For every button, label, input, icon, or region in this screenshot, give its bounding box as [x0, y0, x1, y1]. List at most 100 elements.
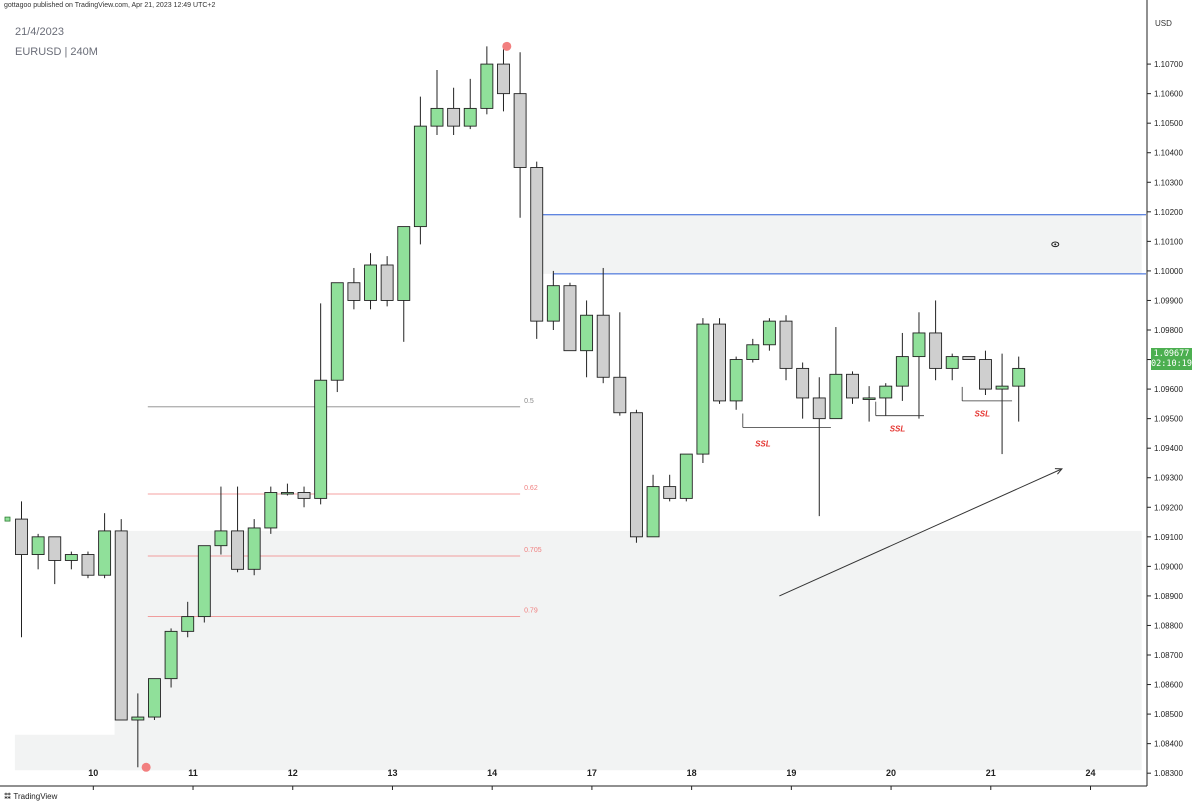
price-tick-label: 1.09200	[1154, 503, 1183, 512]
candle-body	[397, 226, 411, 301]
last-price: 1.09677	[1153, 349, 1190, 359]
candle-body	[995, 385, 1009, 390]
price-tick-label: 1.09400	[1154, 444, 1183, 453]
candle-body	[746, 344, 760, 360]
candle-body	[463, 107, 477, 127]
publisher-line: gottagoo published on TradingView.com, A…	[4, 2, 216, 9]
candle-body	[1012, 367, 1026, 387]
fib-level-label: 0.5	[524, 398, 534, 405]
candle-body	[413, 125, 427, 228]
price-tick-label: 1.08400	[1154, 740, 1183, 749]
price-tick-label: 1.08300	[1154, 769, 1183, 778]
time-tick-label: 19	[786, 768, 796, 778]
tradingview-logo-icon: ⁑⁑	[4, 792, 11, 801]
candle-body	[181, 616, 195, 632]
candle-body	[330, 282, 344, 381]
candle-body	[380, 264, 394, 301]
eye-icon	[1051, 241, 1060, 248]
trend-arrow-head	[1054, 468, 1063, 475]
candle-body	[447, 107, 461, 127]
price-tick-label: 1.08700	[1154, 651, 1183, 660]
candle-body	[979, 359, 992, 390]
candle-body	[214, 530, 228, 547]
candle-body	[762, 320, 776, 346]
candle-body	[663, 486, 677, 499]
candle-body	[347, 282, 361, 301]
candle-body	[148, 678, 161, 718]
time-axis: 10 11 12 13 14 17 18 19 20 21 24	[88, 768, 1096, 790]
supply-demand-zone	[536, 214, 1142, 274]
fib-level-label: 0.62	[524, 485, 538, 492]
candle-body	[231, 530, 245, 570]
candle-body	[48, 536, 62, 561]
price-tick-label: 1.10100	[1154, 237, 1183, 246]
candles-layer	[15, 46, 1026, 768]
ssl-label: SSL	[755, 439, 771, 448]
candle-body	[796, 367, 810, 399]
candle-body	[64, 554, 78, 561]
swing-marker	[502, 41, 512, 51]
time-tick-label: 12	[288, 768, 298, 778]
left-edge-marker	[4, 516, 11, 522]
candle-body	[962, 356, 976, 360]
candle-body	[945, 356, 959, 369]
footer-brand[interactable]: ⁑⁑ TradingView	[4, 792, 57, 801]
time-tick-label: 21	[986, 768, 996, 778]
time-tick-label: 18	[687, 768, 697, 778]
time-tick-label: 24	[1085, 768, 1095, 778]
price-tick-label: 1.10000	[1154, 267, 1183, 276]
eye-icon-pupil	[1054, 243, 1057, 246]
candle-body	[364, 264, 377, 301]
candle-body	[829, 373, 843, 420]
candle-body	[613, 376, 627, 414]
candle-body	[646, 486, 660, 538]
candle-body	[480, 63, 494, 109]
ssl-label: SSL	[890, 425, 906, 434]
price-tick-label: 1.08600	[1154, 681, 1183, 690]
candle-body	[264, 492, 278, 529]
price-tick-label: 1.08900	[1154, 592, 1183, 601]
price-tick-label: 1.08800	[1154, 621, 1183, 630]
time-tick-label: 14	[487, 768, 497, 778]
candle-body	[15, 518, 28, 555]
price-tick-label: 1.09600	[1154, 385, 1183, 394]
price-tick-label: 1.08500	[1154, 710, 1183, 719]
price-axis: 1.10700 1.10600 1.10500 1.10400 1.10300 1.102…	[1147, 60, 1183, 778]
price-tick-label: 1.09800	[1154, 326, 1183, 335]
candle-body	[497, 63, 510, 95]
candle-body	[164, 630, 178, 680]
price-tick-label: 1.09900	[1154, 296, 1183, 305]
currency-label: USD	[1155, 19, 1172, 28]
price-tick-label: 1.10600	[1154, 90, 1183, 99]
candle-body	[729, 359, 743, 402]
annotations-layer: SSL SSL SSL	[4, 41, 1063, 772]
candle-body	[280, 492, 294, 495]
symbol-timeframe: EURUSD | 240M	[15, 46, 98, 58]
candle-body	[895, 356, 909, 387]
candle-body	[679, 453, 693, 499]
candle-body	[912, 332, 926, 358]
time-tick-label: 17	[587, 768, 597, 778]
swing-marker	[141, 762, 151, 772]
bar-countdown: 02:10:19	[1151, 359, 1192, 369]
candle-body	[812, 397, 826, 420]
candle-body	[696, 323, 710, 455]
price-tick-label: 1.09300	[1154, 474, 1183, 483]
ssl-label: SSL	[974, 410, 990, 419]
candle-body	[297, 492, 311, 499]
zones-layer	[14, 214, 1142, 771]
candle-body	[779, 320, 793, 369]
price-tick-label: 1.09000	[1154, 562, 1183, 571]
candle-body	[131, 716, 145, 721]
price-tick-label: 1.10300	[1154, 178, 1183, 187]
last-price-badge: 1.09677 02:10:19	[1151, 348, 1192, 370]
time-tick-label: 11	[188, 768, 198, 778]
time-tick-label: 13	[387, 768, 397, 778]
candle-body	[546, 285, 560, 322]
candle-body	[247, 527, 261, 570]
candle-body	[513, 93, 527, 168]
time-tick-label: 10	[88, 768, 98, 778]
fib-level-label: 0.705	[524, 547, 542, 554]
candle-body	[846, 373, 859, 399]
